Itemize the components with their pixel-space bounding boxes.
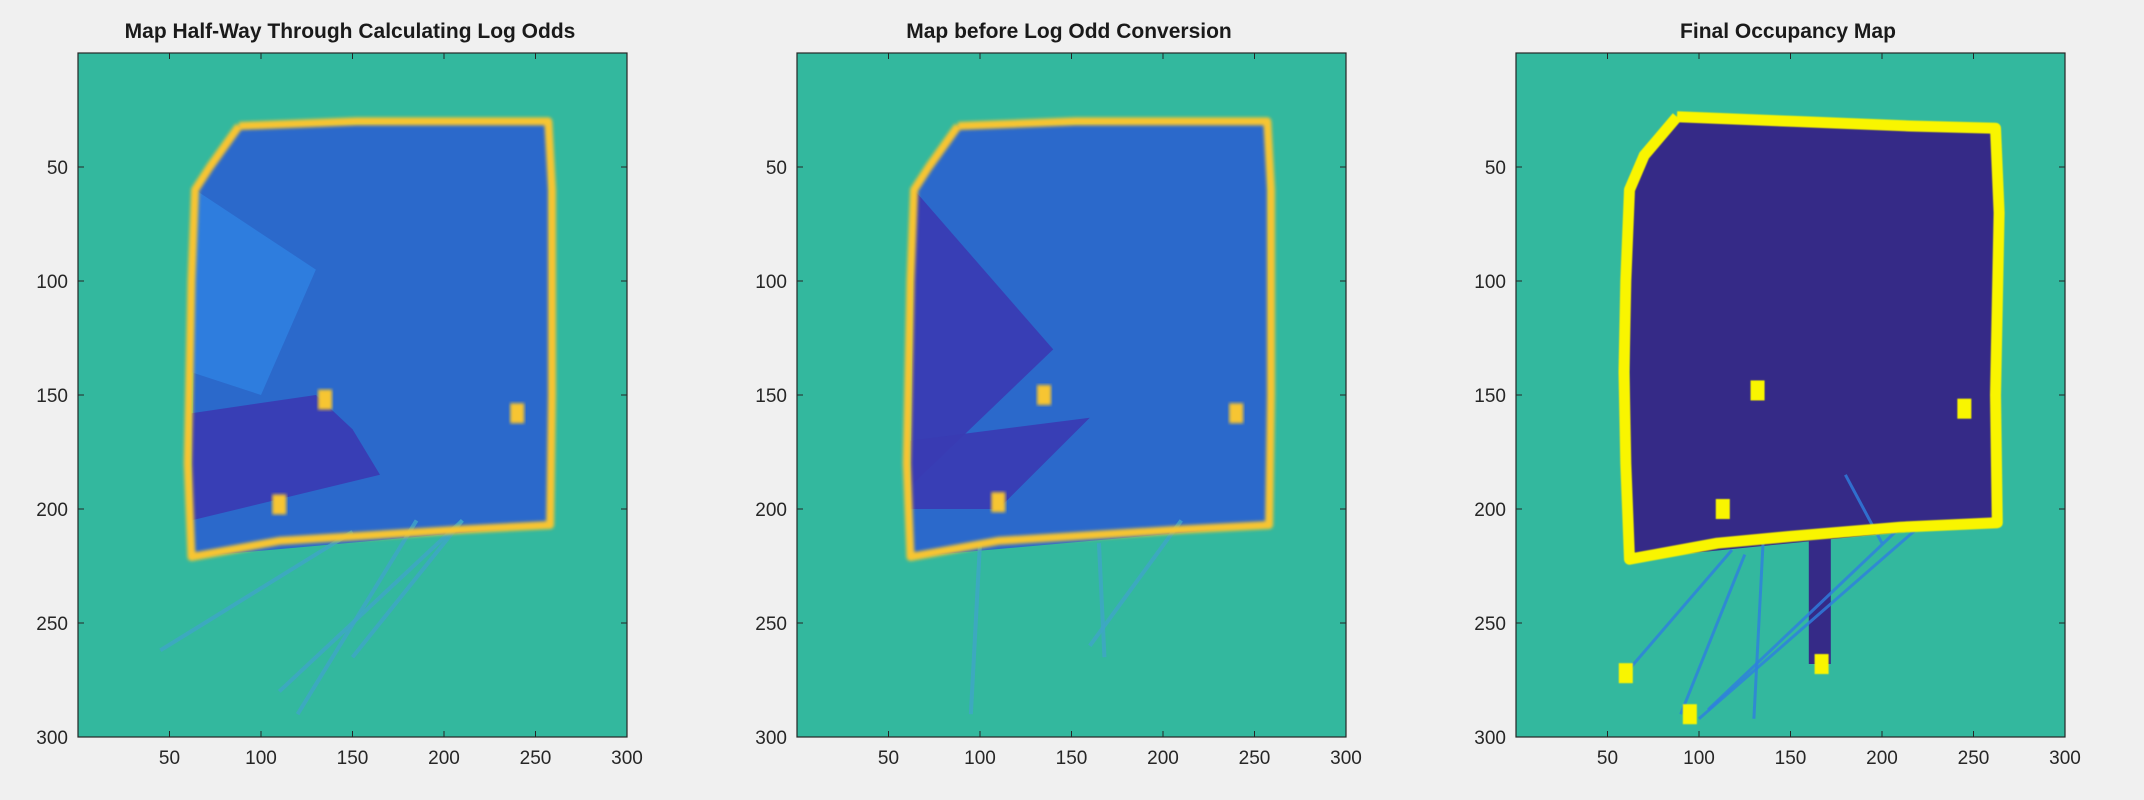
x-tick-label: 50 (878, 748, 899, 769)
occupied-wall (902, 117, 1275, 561)
y-tick-label: 200 (1474, 500, 1506, 521)
panel-2: Map before Log Odd Conversion 50 100 150 20… (719, 0, 1419, 800)
occupied-obstacle (1682, 704, 1697, 725)
free-space-region (1629, 116, 1998, 560)
occupied-obstacle (1229, 403, 1244, 424)
occupied-obstacle (1715, 499, 1730, 519)
occupied-obstacle (1957, 398, 1972, 419)
y-tick-label: 100 (1474, 272, 1506, 293)
panel-1: Map Half-Way Through Calculating Log Odd… (0, 0, 700, 800)
chart-title: Map before Log Odd Conversion (906, 20, 1232, 43)
occupied-obstacle (1814, 654, 1829, 675)
y-tick-label: 150 (36, 386, 68, 407)
occupied-wall (183, 117, 556, 561)
occupied-obstacle (510, 403, 525, 424)
y-tick-label: 100 (36, 272, 68, 293)
occupied-obstacle (272, 494, 287, 515)
occupied-obstacle (1037, 385, 1052, 405)
x-tick-label: 100 (964, 748, 996, 769)
chart-title: Map Half-Way Through Calculating Log Odd… (124, 20, 576, 43)
y-tick-label: 200 (755, 500, 787, 521)
free-space-region (191, 189, 316, 395)
x-tick-label: 150 (1056, 748, 1088, 769)
occupied-wall (1618, 111, 2005, 565)
y-tick-label: 50 (47, 158, 68, 179)
x-tick-label: 150 (1775, 748, 1807, 769)
sensor-ray (968, 543, 982, 715)
y-tick-label: 250 (36, 614, 68, 635)
plot-1: 50 100 150 200 250 300 50 100 150 200 250 300 (36, 52, 643, 769)
x-tick-label: 50 (159, 748, 180, 769)
sensor-ray (1096, 543, 1107, 658)
y-tick-label: 100 (755, 272, 787, 293)
occupied-obstacle (318, 389, 333, 410)
y-tick-label: 200 (36, 500, 68, 521)
plot-3: 50 100 150 200 250 300 50 100 150 200 250 300 (1474, 52, 2081, 769)
x-tick-label: 300 (611, 748, 643, 769)
plot-2: 50 100 150 200 250 300 50 100 150 200 250 300 (755, 52, 1362, 769)
x-tick-label: 200 (428, 748, 460, 769)
x-tick-label: 300 (1330, 748, 1362, 769)
sensor-ray (1707, 526, 1902, 711)
heatmap-layer (1618, 111, 2005, 725)
panel-3: Final Occupancy Map 50 100 150 200 250 300 50 1… (1438, 0, 2138, 800)
sensor-ray (295, 519, 419, 716)
sensor-ray (350, 519, 464, 659)
heatmap-layer (902, 117, 1275, 715)
sensor-ray (1088, 519, 1183, 647)
y-tick-label: 50 (1485, 158, 1506, 179)
x-tick-label: 200 (1866, 748, 1898, 769)
y-tick-label: 300 (36, 728, 68, 749)
y-tick-label: 250 (755, 614, 787, 635)
x-tick-label: 250 (1958, 748, 1990, 769)
y-tick-label: 300 (755, 728, 787, 749)
x-tick-label: 50 (1597, 748, 1618, 769)
y-tick-label: 150 (755, 386, 787, 407)
free-space-region (910, 189, 1054, 487)
x-tick-label: 300 (2049, 748, 2081, 769)
chart-title: Final Occupancy Map (1680, 20, 1896, 43)
y-tick-label: 150 (1474, 386, 1506, 407)
occupied-obstacle (991, 492, 1006, 513)
sensor-ray (159, 530, 354, 653)
x-tick-label: 250 (520, 748, 552, 769)
x-tick-label: 200 (1147, 748, 1179, 769)
free-space-region (191, 395, 380, 521)
sensor-ray (1698, 526, 1920, 720)
x-tick-label: 100 (1683, 748, 1715, 769)
sensor-ray (1624, 549, 1734, 675)
x-tick-label: 250 (1239, 748, 1271, 769)
sensor-ray (1679, 554, 1747, 715)
y-tick-label: 300 (1474, 728, 1506, 749)
sensor-ray (1752, 543, 1765, 719)
free-space-region (910, 417, 1090, 509)
occupied-obstacle (1618, 663, 1633, 684)
free-space-region (1808, 536, 1831, 664)
occupied-obstacle (1750, 380, 1765, 401)
heatmap-layer (159, 117, 556, 716)
y-tick-label: 50 (766, 158, 787, 179)
x-tick-label: 100 (245, 748, 277, 769)
sensor-ray (277, 518, 464, 693)
y-tick-label: 250 (1474, 614, 1506, 635)
x-tick-label: 150 (337, 748, 369, 769)
